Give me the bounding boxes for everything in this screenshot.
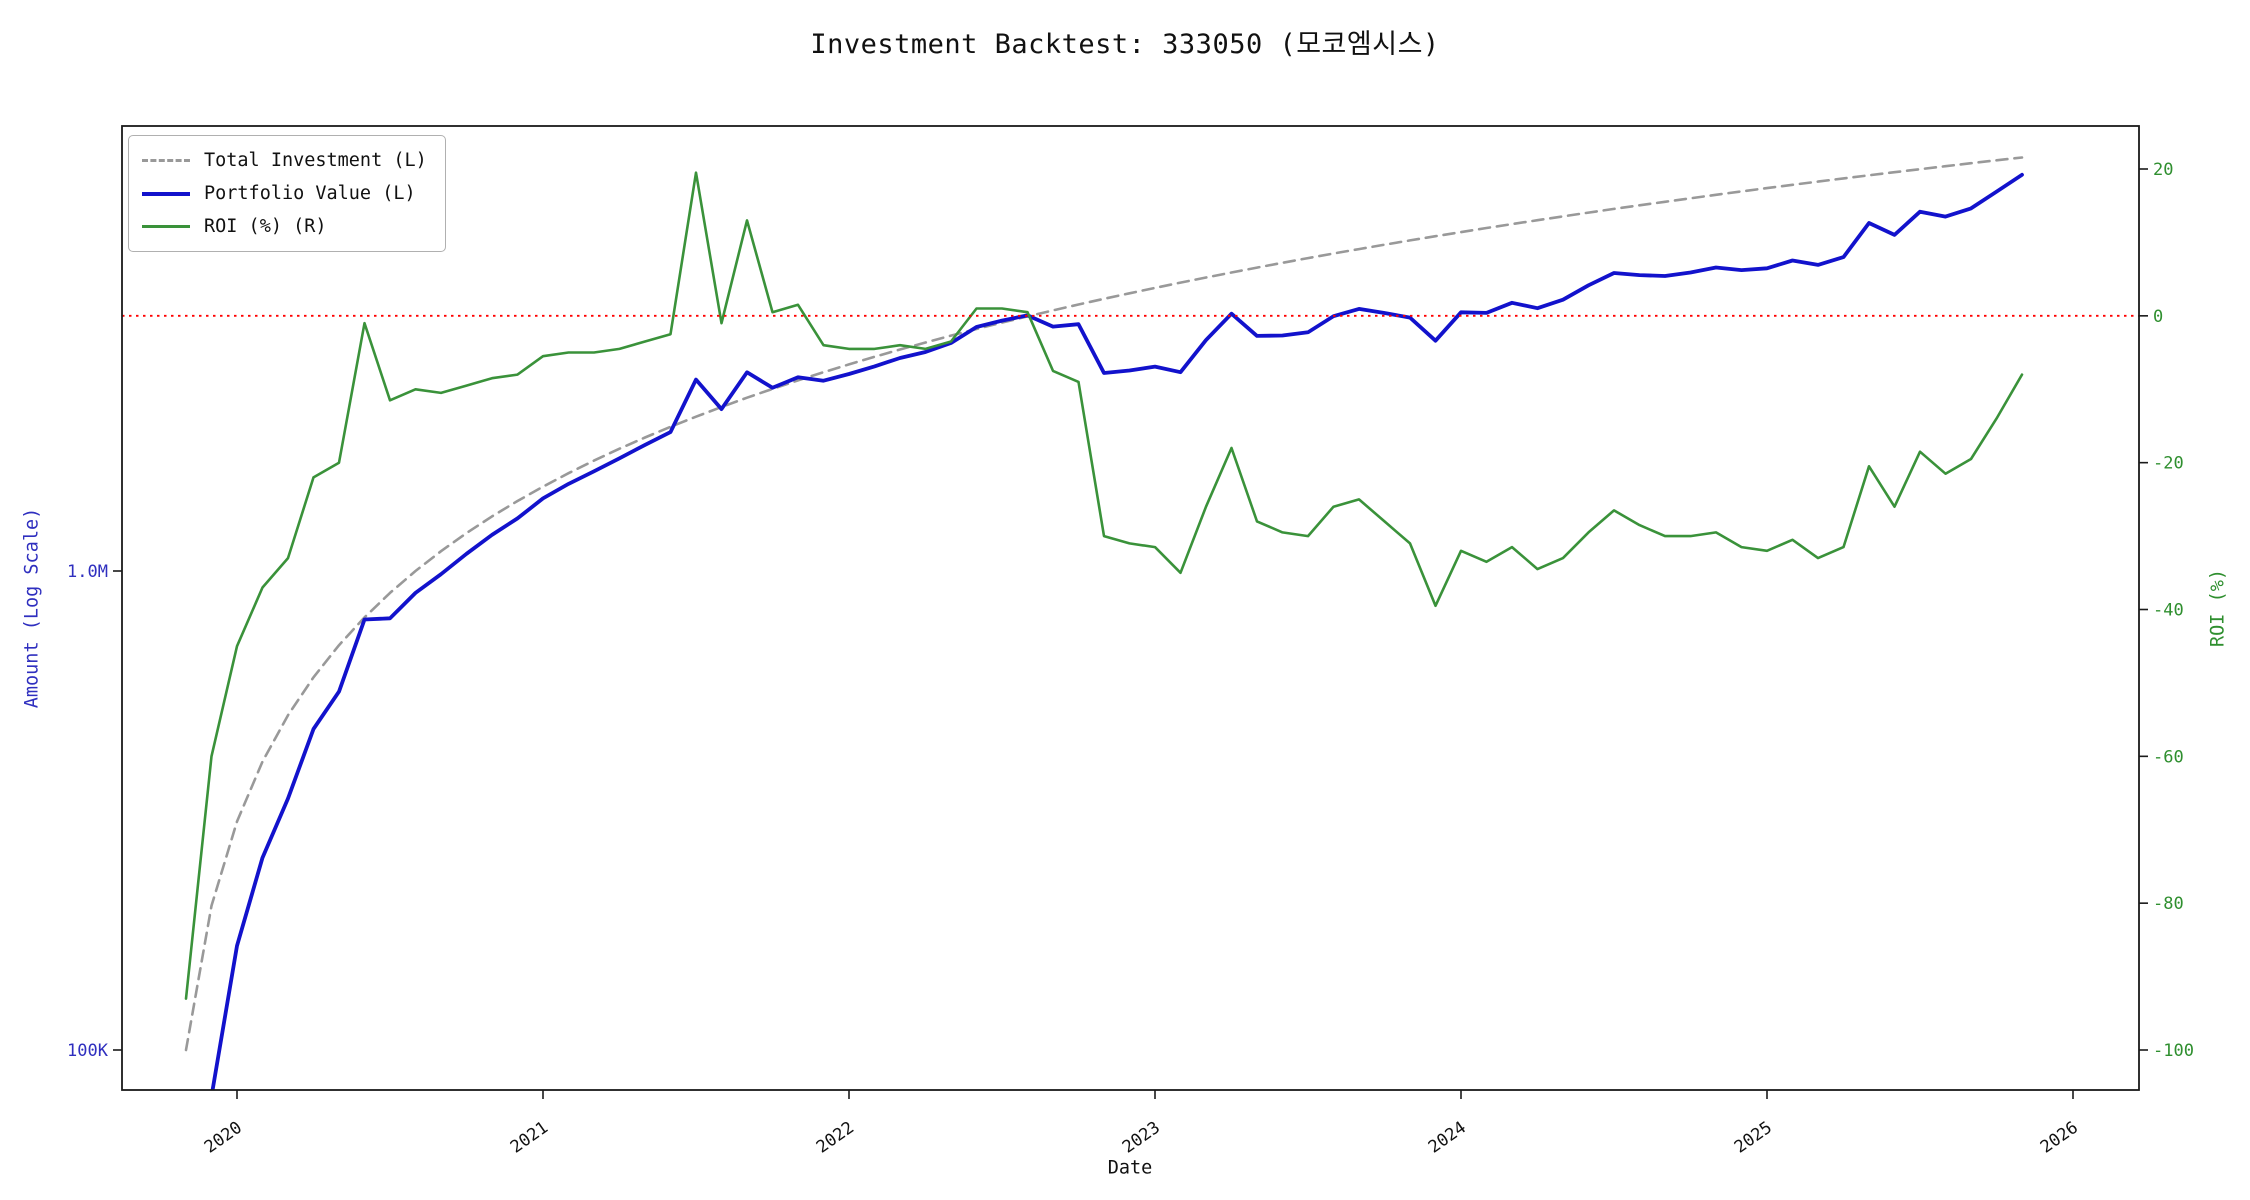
right-axis-label: ROI (%) xyxy=(2207,569,2229,647)
roi-line-sample xyxy=(142,225,190,228)
right-tick-label: 20 xyxy=(2153,160,2173,180)
series-group xyxy=(184,156,2024,1090)
legend: Total Investment (L) Portfolio Value (L)… xyxy=(128,135,446,252)
right-tick-label: -40 xyxy=(2153,601,2184,621)
x-tick-label: 2024 xyxy=(1425,1118,1470,1158)
x-tick-label: 2026 xyxy=(2037,1118,2082,1158)
legend-item-portfolio-value: Portfolio Value (L) xyxy=(142,177,427,210)
right-tick-label: -80 xyxy=(2153,894,2184,914)
x-tick-label: 2023 xyxy=(1119,1118,1164,1158)
legend-item-roi: ROI (%) (R) xyxy=(142,210,427,243)
right-tick-label: -60 xyxy=(2153,747,2184,767)
right-tick-label: -100 xyxy=(2153,1041,2194,1061)
total-investment-line-sample xyxy=(142,159,190,162)
portfolio-value-line-sample xyxy=(142,191,190,196)
x-tick-label: 2020 xyxy=(201,1118,246,1158)
right-tick-label: 0 xyxy=(2153,307,2163,327)
plot-border xyxy=(121,125,2140,1091)
portfolio-value-line xyxy=(210,172,2024,1090)
roi-line xyxy=(184,171,2024,1000)
x-tick-label: 2021 xyxy=(507,1118,552,1158)
legend-label-total-investment: Total Investment (L) xyxy=(204,150,427,171)
x-tick-label: 2022 xyxy=(813,1118,858,1158)
legend-item-total-investment: Total Investment (L) xyxy=(142,144,427,177)
right-tick-label: -20 xyxy=(2153,454,2184,474)
x-tick-label: 2025 xyxy=(1731,1118,1776,1158)
chart-title: Investment Backtest: 333050 (모코엠시스) xyxy=(810,29,1440,60)
left-axis-label: Amount (Log Scale) xyxy=(21,507,43,709)
x-axis-label: Date xyxy=(1107,1157,1153,1179)
legend-label-portfolio-value: Portfolio Value (L) xyxy=(204,183,416,204)
left-tick-label: 100K xyxy=(67,1041,109,1061)
legend-label-roi: ROI (%) (R) xyxy=(204,216,327,237)
left-tick-label: 1.0M xyxy=(67,562,108,582)
total-investment-line xyxy=(184,156,2024,1052)
